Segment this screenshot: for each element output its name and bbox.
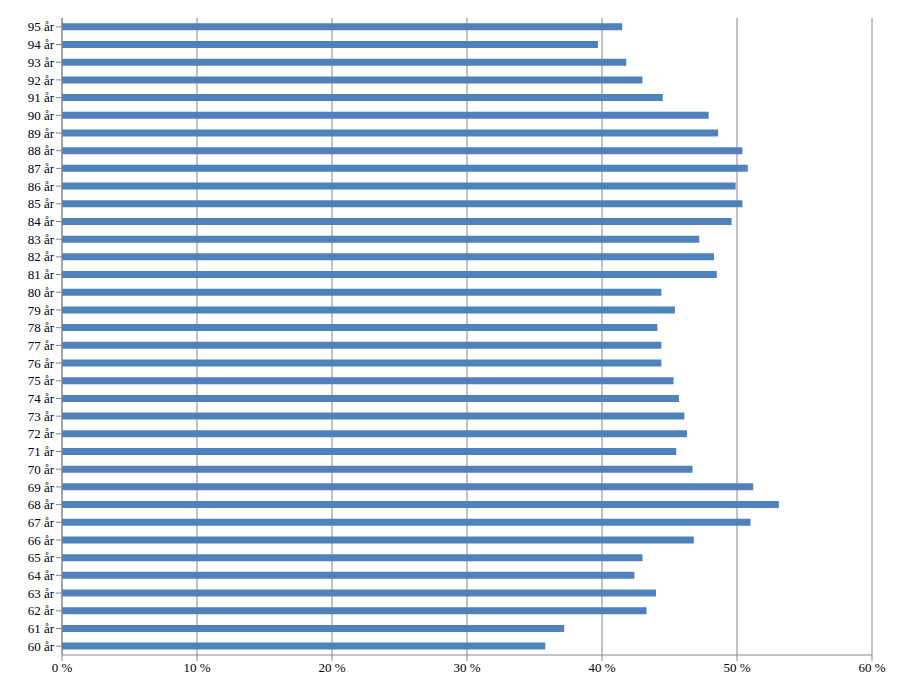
svg-text:70 år: 70 år <box>28 462 55 477</box>
svg-text:72 år: 72 år <box>28 426 55 441</box>
svg-text:88 år: 88 år <box>28 143 55 158</box>
svg-text:83 år: 83 år <box>28 232 55 247</box>
svg-text:77 år: 77 år <box>28 338 55 353</box>
svg-text:64 år: 64 år <box>28 568 55 583</box>
svg-text:73 år: 73 år <box>28 409 55 424</box>
svg-text:63 år: 63 år <box>28 586 55 601</box>
svg-text:81 år: 81 år <box>28 267 55 282</box>
svg-text:74 år: 74 år <box>28 391 55 406</box>
svg-text:85 år: 85 år <box>28 196 55 211</box>
svg-text:20 %: 20 % <box>318 660 345 675</box>
svg-text:10 %: 10 % <box>183 660 210 675</box>
svg-text:93 år: 93 år <box>28 55 55 70</box>
svg-text:0 %: 0 % <box>52 660 73 675</box>
svg-text:69 år: 69 år <box>28 480 55 495</box>
svg-text:91 år: 91 år <box>28 90 55 105</box>
svg-text:65 år: 65 år <box>28 550 55 565</box>
svg-text:82 år: 82 år <box>28 249 55 264</box>
svg-text:67 år: 67 år <box>28 515 55 530</box>
svg-text:61 år: 61 år <box>28 621 55 636</box>
svg-text:60 %: 60 % <box>858 660 885 675</box>
svg-text:50 %: 50 % <box>723 660 750 675</box>
svg-text:71 år: 71 år <box>28 444 55 459</box>
svg-text:80 år: 80 år <box>28 285 55 300</box>
svg-text:79 år: 79 år <box>28 303 55 318</box>
svg-text:60 år: 60 år <box>28 639 55 654</box>
svg-text:30 %: 30 % <box>453 660 480 675</box>
svg-text:87 år: 87 år <box>28 161 55 176</box>
svg-text:62 år: 62 år <box>28 603 55 618</box>
svg-text:68 år: 68 år <box>28 497 55 512</box>
svg-text:89 år: 89 år <box>28 126 55 141</box>
svg-text:66 år: 66 år <box>28 533 55 548</box>
svg-text:94 år: 94 år <box>28 37 55 52</box>
svg-text:84 år: 84 år <box>28 214 55 229</box>
svg-text:78 år: 78 år <box>28 320 55 335</box>
svg-text:86 år: 86 år <box>28 179 55 194</box>
svg-text:75 år: 75 år <box>28 373 55 388</box>
svg-text:76 år: 76 år <box>28 356 55 371</box>
svg-text:90 år: 90 år <box>28 108 55 123</box>
svg-text:40 %: 40 % <box>588 660 615 675</box>
svg-text:92 år: 92 år <box>28 73 55 88</box>
svg-text:95 år: 95 år <box>28 19 55 34</box>
